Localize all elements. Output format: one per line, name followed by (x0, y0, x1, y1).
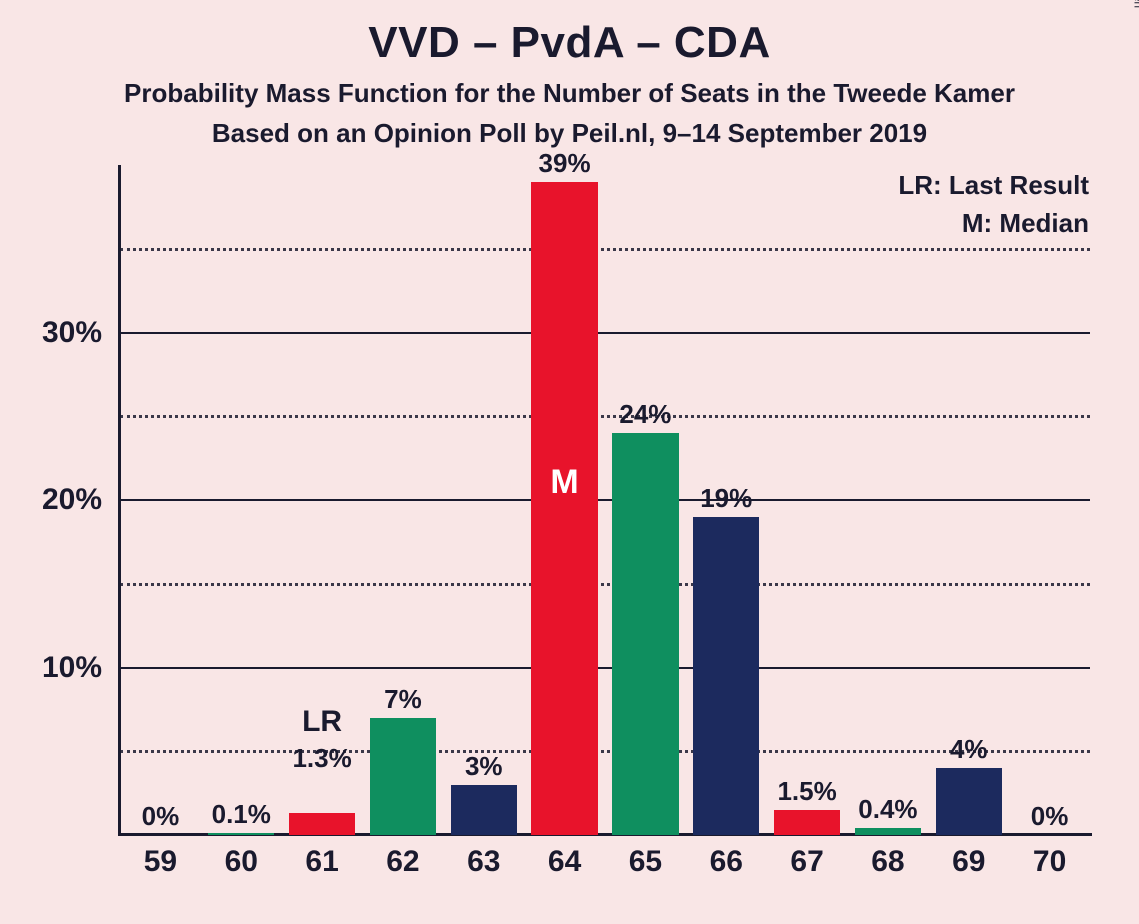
gridline-minor (120, 583, 1090, 586)
bar-value-label: 0.4% (858, 794, 917, 825)
gridline-minor (120, 750, 1090, 753)
bar-value-label: 0% (142, 801, 180, 832)
bar (370, 718, 436, 835)
bar-value-label: 39% (539, 148, 591, 179)
gridline-major (120, 332, 1090, 334)
bar-value-label: 1.3% (292, 743, 351, 774)
x-tick-label: 68 (871, 845, 904, 879)
bar-value-label: 4% (950, 734, 988, 765)
x-tick-label: 66 (710, 845, 743, 879)
bar-value-label: 7% (384, 684, 422, 715)
bar-value-label: 24% (619, 399, 671, 430)
bar (693, 517, 759, 835)
gridline-minor (120, 248, 1090, 251)
x-tick-label: 70 (1033, 845, 1066, 879)
chart-subtitle-1: Probability Mass Function for the Number… (0, 78, 1139, 109)
y-tick-label: 30% (2, 316, 102, 350)
bar (612, 433, 678, 835)
x-tick-label: 62 (386, 845, 419, 879)
lr-marker: LR (302, 705, 342, 739)
y-tick-label: 20% (2, 483, 102, 517)
bar (451, 785, 517, 835)
bar (208, 833, 274, 835)
bar (855, 828, 921, 835)
copyright-text: © 2020 Filip van Laenen (1131, 0, 1139, 8)
gridline-major (120, 499, 1090, 501)
y-tick-label: 10% (2, 651, 102, 685)
bar-value-label: 0.1% (212, 799, 271, 830)
bar (289, 813, 355, 835)
x-tick-label: 65 (629, 845, 662, 879)
bar (531, 182, 597, 835)
bar (936, 768, 1002, 835)
gridline-major (120, 667, 1090, 669)
bar-value-label: 1.5% (777, 776, 836, 807)
chart-subtitle-2: Based on an Opinion Poll by Peil.nl, 9–1… (0, 118, 1139, 149)
bar-value-label: 3% (465, 751, 503, 782)
chart-title: VVD – PvdA – CDA (0, 18, 1139, 68)
bar-value-label: 19% (700, 483, 752, 514)
x-tick-label: 63 (467, 845, 500, 879)
gridline-minor (120, 415, 1090, 418)
x-tick-label: 69 (952, 845, 985, 879)
x-tick-label: 60 (225, 845, 258, 879)
x-tick-label: 59 (144, 845, 177, 879)
bar-value-label: 0% (1031, 801, 1069, 832)
median-marker: M (550, 463, 578, 502)
x-tick-label: 64 (548, 845, 581, 879)
chart-plot-area: 10%20%30%0%590.1%601.3%LR617%623%6339%M6… (120, 165, 1090, 835)
x-tick-label: 67 (790, 845, 823, 879)
bar (774, 810, 840, 835)
x-tick-label: 61 (305, 845, 338, 879)
